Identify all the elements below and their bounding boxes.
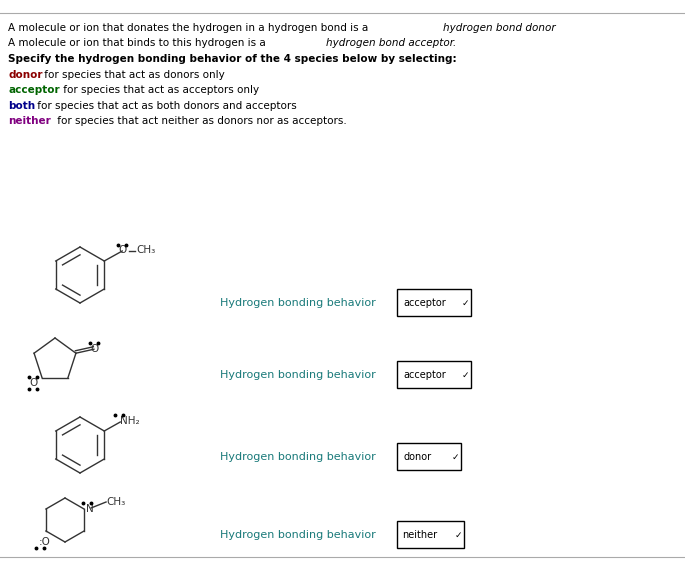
Text: acceptor: acceptor [403, 298, 446, 308]
FancyBboxPatch shape [397, 361, 471, 388]
Text: Specify the hydrogen bonding behavior of the 4 species below by selecting:: Specify the hydrogen bonding behavior of… [8, 54, 457, 64]
Text: NH₂: NH₂ [121, 416, 140, 426]
Text: Hydrogen bonding behavior: Hydrogen bonding behavior [220, 298, 376, 308]
Text: A molecule or ion that donates the hydrogen in a hydrogen bond is a: A molecule or ion that donates the hydro… [8, 23, 371, 33]
Text: hydrogen bond donor: hydrogen bond donor [443, 23, 556, 33]
Text: ✓: ✓ [462, 298, 469, 307]
FancyBboxPatch shape [397, 289, 471, 316]
Text: both: both [8, 101, 35, 111]
Text: ✓: ✓ [462, 371, 469, 380]
FancyBboxPatch shape [397, 521, 464, 548]
Text: for species that act as both donors and acceptors: for species that act as both donors and … [34, 101, 297, 111]
Text: Hydrogen bonding behavior: Hydrogen bonding behavior [220, 530, 376, 540]
Text: N: N [86, 504, 94, 514]
Text: O: O [29, 378, 37, 388]
Text: ✓: ✓ [455, 531, 462, 540]
Text: O: O [90, 344, 99, 354]
FancyBboxPatch shape [397, 443, 461, 470]
Text: Hydrogen bonding behavior: Hydrogen bonding behavior [220, 370, 376, 380]
Text: O: O [118, 245, 126, 255]
Text: neither: neither [8, 116, 51, 126]
Text: CH₃: CH₃ [136, 245, 155, 255]
Text: for species that act neither as donors nor as acceptors.: for species that act neither as donors n… [53, 116, 346, 126]
Text: for species that act as acceptors only: for species that act as acceptors only [60, 85, 259, 95]
Text: :O: :O [39, 537, 51, 547]
Text: donor: donor [8, 69, 42, 80]
Text: A molecule or ion that binds to this hydrogen is a: A molecule or ion that binds to this hyd… [8, 38, 269, 49]
Text: Hydrogen bonding behavior: Hydrogen bonding behavior [220, 452, 376, 462]
Text: ✓: ✓ [452, 453, 460, 462]
Text: neither: neither [402, 530, 437, 540]
Text: acceptor: acceptor [8, 85, 60, 95]
Text: hydrogen bond acceptor.: hydrogen bond acceptor. [326, 38, 456, 49]
Text: acceptor: acceptor [403, 370, 446, 380]
Text: CH₃: CH₃ [106, 497, 125, 507]
Text: for species that act as donors only: for species that act as donors only [40, 69, 224, 80]
Text: donor: donor [403, 452, 431, 462]
